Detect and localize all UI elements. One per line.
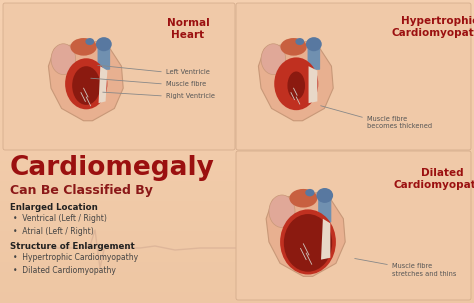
Bar	[0, 283, 474, 293]
Ellipse shape	[261, 44, 286, 75]
Polygon shape	[266, 193, 345, 276]
Text: •  Atrial (Left / Right): • Atrial (Left / Right)	[13, 227, 94, 236]
Bar	[0, 192, 474, 202]
Text: Muscle fibre
becomes thickened: Muscle fibre becomes thickened	[367, 116, 432, 129]
Bar	[0, 161, 474, 172]
Ellipse shape	[280, 209, 336, 275]
Bar	[0, 182, 474, 192]
Bar	[0, 131, 474, 142]
Ellipse shape	[269, 195, 295, 228]
Bar	[0, 273, 474, 283]
Bar	[0, 142, 474, 152]
FancyBboxPatch shape	[308, 43, 320, 70]
FancyBboxPatch shape	[236, 151, 471, 300]
Text: Normal
Heart: Normal Heart	[167, 18, 210, 40]
Bar	[0, 263, 474, 273]
Text: Enlarged Location: Enlarged Location	[10, 203, 98, 212]
Bar	[0, 212, 474, 222]
Bar	[0, 61, 474, 71]
Bar	[0, 10, 474, 20]
Ellipse shape	[96, 37, 112, 51]
Ellipse shape	[72, 66, 100, 105]
Bar	[0, 202, 474, 212]
Ellipse shape	[290, 189, 317, 208]
Bar	[0, 101, 474, 111]
Text: Cardiomegaly: Cardiomegaly	[10, 155, 215, 181]
Polygon shape	[48, 42, 123, 121]
FancyBboxPatch shape	[236, 3, 471, 150]
Ellipse shape	[71, 38, 97, 56]
Bar	[0, 222, 474, 232]
Text: •  Ventrical (Left / Right): • Ventrical (Left / Right)	[13, 214, 107, 223]
Bar	[0, 252, 474, 263]
Ellipse shape	[274, 57, 318, 110]
Bar	[0, 232, 474, 242]
Bar	[0, 293, 474, 303]
Bar	[0, 242, 474, 253]
Text: •  Dilated Cardiomyopathy: • Dilated Cardiomyopathy	[13, 266, 116, 275]
Ellipse shape	[306, 37, 322, 51]
Text: Muscle fibre
stretches and thins: Muscle fibre stretches and thins	[392, 263, 456, 277]
Bar	[0, 40, 474, 51]
Polygon shape	[321, 219, 330, 260]
Polygon shape	[309, 66, 318, 103]
Ellipse shape	[281, 38, 307, 56]
Text: •  Hypertrophic Cardiomyopathy: • Hypertrophic Cardiomyopathy	[13, 253, 138, 262]
Ellipse shape	[287, 72, 305, 100]
Text: Can Be Classified By: Can Be Classified By	[10, 184, 153, 197]
Ellipse shape	[85, 38, 94, 45]
Text: Left Ventricle: Left Ventricle	[166, 69, 210, 75]
Bar	[0, 91, 474, 101]
Ellipse shape	[305, 189, 315, 196]
Bar	[0, 30, 474, 41]
Text: Right Ventricle: Right Ventricle	[166, 93, 215, 99]
Ellipse shape	[316, 188, 333, 203]
FancyBboxPatch shape	[98, 43, 110, 70]
Bar	[0, 172, 474, 182]
Bar	[0, 121, 474, 132]
Text: Structure of Enlargement: Structure of Enlargement	[10, 242, 135, 251]
Bar	[0, 111, 474, 121]
Text: Dilated
Cardiomyopathy: Dilated Cardiomyopathy	[393, 168, 474, 190]
Polygon shape	[99, 66, 107, 103]
Bar	[0, 0, 474, 10]
Bar	[0, 71, 474, 81]
Bar	[0, 51, 474, 61]
Text: Hypertrophic
Cardiomyopathy: Hypertrophic Cardiomyopathy	[392, 16, 474, 38]
Bar	[0, 20, 474, 30]
Bar	[0, 152, 474, 162]
Ellipse shape	[51, 44, 76, 75]
Ellipse shape	[295, 38, 304, 45]
Text: Muscle fibre: Muscle fibre	[166, 81, 206, 87]
Ellipse shape	[65, 58, 107, 109]
Bar	[0, 81, 474, 91]
FancyBboxPatch shape	[318, 195, 331, 222]
FancyBboxPatch shape	[3, 3, 235, 150]
Polygon shape	[258, 42, 333, 121]
Ellipse shape	[284, 214, 332, 272]
